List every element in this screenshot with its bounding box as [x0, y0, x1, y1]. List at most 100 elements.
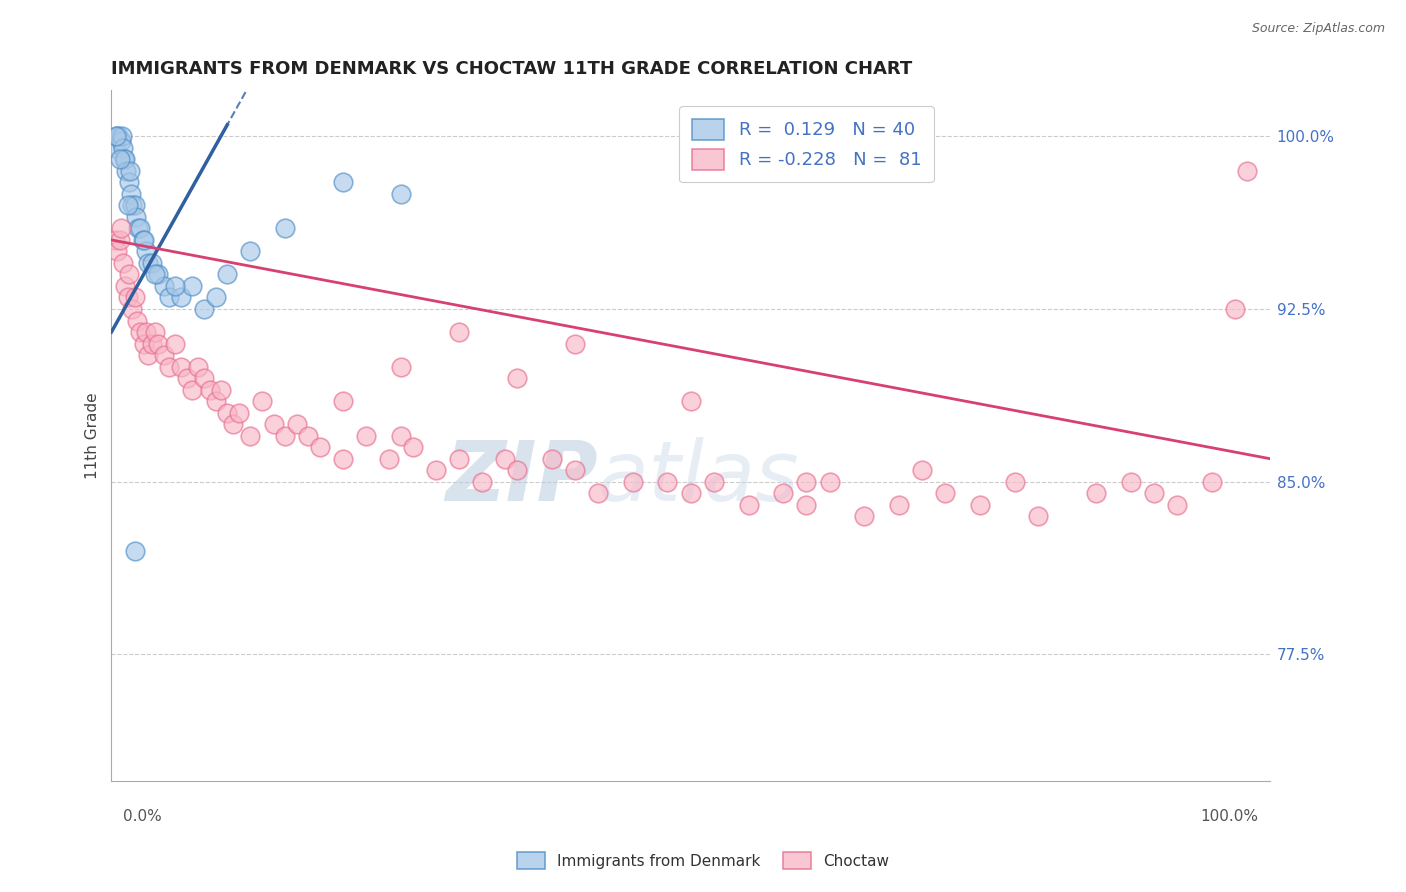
Point — [564, 336, 586, 351]
Point — [118, 164, 141, 178]
Point — [105, 129, 128, 144]
Point — [332, 451, 354, 466]
Point — [250, 394, 273, 409]
Point — [111, 256, 134, 270]
Point — [796, 498, 818, 512]
Point — [222, 417, 245, 431]
Point — [170, 359, 193, 374]
Point — [124, 198, 146, 212]
Point — [1119, 475, 1142, 489]
Point — [104, 141, 127, 155]
Point — [170, 291, 193, 305]
Text: ZIP: ZIP — [446, 436, 598, 517]
Point — [115, 164, 138, 178]
Point — [181, 279, 204, 293]
Point — [1201, 475, 1223, 489]
Point — [132, 336, 155, 351]
Point — [114, 279, 136, 293]
Point — [141, 336, 163, 351]
Point — [447, 325, 470, 339]
Point — [176, 371, 198, 385]
Point — [969, 498, 991, 512]
Point — [297, 428, 319, 442]
Point — [354, 428, 377, 442]
Point — [621, 475, 644, 489]
Point — [239, 244, 262, 259]
Text: 100.0%: 100.0% — [1201, 809, 1258, 823]
Point — [1085, 486, 1108, 500]
Point — [447, 451, 470, 466]
Point — [129, 325, 152, 339]
Point — [796, 475, 818, 489]
Point — [112, 153, 135, 167]
Point — [679, 486, 702, 500]
Point — [1004, 475, 1026, 489]
Point — [107, 129, 129, 144]
Point — [124, 543, 146, 558]
Legend: Immigrants from Denmark, Choctaw: Immigrants from Denmark, Choctaw — [510, 846, 896, 875]
Text: IMMIGRANTS FROM DENMARK VS CHOCTAW 11TH GRADE CORRELATION CHART: IMMIGRANTS FROM DENMARK VS CHOCTAW 11TH … — [111, 60, 912, 78]
Point — [274, 221, 297, 235]
Point — [679, 394, 702, 409]
Point — [117, 198, 139, 212]
Point — [129, 221, 152, 235]
Point — [152, 348, 174, 362]
Point — [131, 233, 153, 247]
Text: 0.0%: 0.0% — [122, 809, 162, 823]
Legend: R =  0.129   N = 40, R = -0.228   N =  81: R = 0.129 N = 40, R = -0.228 N = 81 — [679, 106, 934, 182]
Point — [145, 325, 167, 339]
Point — [125, 210, 148, 224]
Point — [389, 428, 412, 442]
Point — [506, 371, 529, 385]
Point — [138, 256, 160, 270]
Point — [772, 486, 794, 500]
Point — [217, 406, 239, 420]
Point — [285, 417, 308, 431]
Point — [494, 451, 516, 466]
Point — [121, 301, 143, 316]
Point — [132, 233, 155, 247]
Point — [309, 440, 332, 454]
Point — [157, 359, 180, 374]
Point — [187, 359, 209, 374]
Point — [108, 233, 131, 247]
Point — [934, 486, 956, 500]
Point — [401, 440, 423, 454]
Point — [204, 291, 226, 305]
Point — [157, 291, 180, 305]
Point — [586, 486, 609, 500]
Point — [193, 371, 215, 385]
Point — [471, 475, 494, 489]
Point — [152, 279, 174, 293]
Y-axis label: 11th Grade: 11th Grade — [86, 392, 100, 479]
Point — [853, 509, 876, 524]
Point — [135, 325, 157, 339]
Point — [389, 359, 412, 374]
Point — [125, 313, 148, 327]
Point — [239, 428, 262, 442]
Point — [105, 129, 128, 144]
Text: atlas: atlas — [598, 436, 800, 517]
Point — [425, 463, 447, 477]
Point — [1223, 301, 1246, 316]
Point — [378, 451, 401, 466]
Point — [332, 394, 354, 409]
Point — [111, 129, 134, 144]
Point — [657, 475, 679, 489]
Point — [181, 383, 204, 397]
Point — [104, 233, 127, 247]
Point — [887, 498, 910, 512]
Point — [228, 406, 250, 420]
Point — [145, 268, 167, 282]
Point — [124, 291, 146, 305]
Point — [198, 383, 221, 397]
Point — [127, 221, 149, 235]
Point — [111, 141, 134, 155]
Point — [211, 383, 233, 397]
Point — [118, 175, 141, 189]
Point — [117, 291, 139, 305]
Point — [146, 268, 169, 282]
Point — [263, 417, 285, 431]
Point — [1236, 164, 1258, 178]
Point — [389, 186, 412, 201]
